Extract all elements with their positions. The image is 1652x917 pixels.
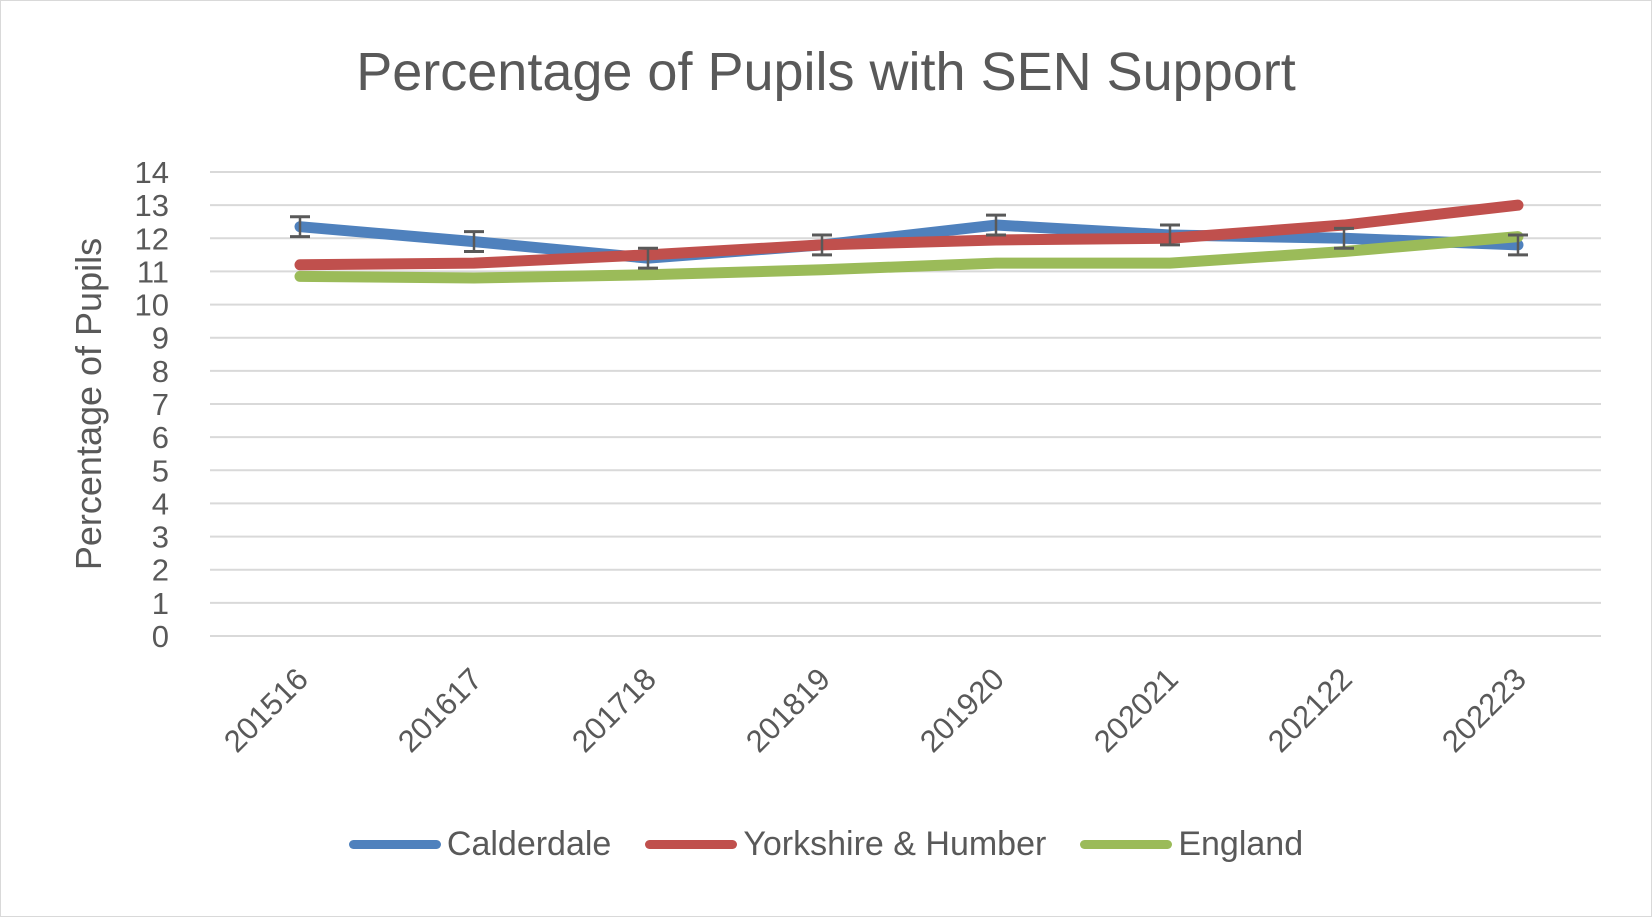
series-line-yorkshire-humber bbox=[294, 199, 1524, 271]
y-axis-label: Percentage of Pupils bbox=[68, 238, 109, 570]
x-tick-label: 202223 bbox=[1435, 661, 1533, 759]
y-tick-label: 4 bbox=[152, 486, 169, 521]
x-tick-label: 201617 bbox=[391, 661, 489, 759]
y-tick-label: 13 bbox=[135, 188, 169, 223]
y-tick-label: 7 bbox=[152, 387, 169, 422]
y-tick-label: 2 bbox=[152, 553, 169, 588]
legend-label: Calderdale bbox=[446, 825, 612, 863]
y-tick-label: 14 bbox=[135, 155, 169, 190]
x-tick-label: 202021 bbox=[1087, 661, 1185, 759]
y-tick-label: 1 bbox=[152, 586, 169, 621]
y-tick-label: 6 bbox=[152, 420, 169, 455]
legend-label: England bbox=[1178, 825, 1304, 863]
y-tick-label: 9 bbox=[152, 321, 169, 356]
legend-label: Yorkshire & Humber bbox=[743, 825, 1047, 863]
y-tick-label: 10 bbox=[135, 288, 169, 323]
legend-swatch bbox=[348, 840, 441, 849]
legend-item-yorkshire-humber[interactable]: Yorkshire & Humber bbox=[645, 825, 1046, 864]
x-tick-label: 201516 bbox=[217, 661, 315, 759]
y-tick-label: 5 bbox=[152, 453, 169, 488]
y-tick-label: 12 bbox=[135, 221, 169, 256]
chart-title: Percentage of Pupils with SEN Support bbox=[356, 42, 1296, 102]
y-tick-label: 11 bbox=[137, 254, 169, 289]
x-tick-label: 202122 bbox=[1261, 661, 1359, 759]
series-line-calderdale bbox=[294, 219, 1524, 264]
legend-item-england[interactable]: England bbox=[1080, 825, 1303, 864]
x-tick-label: 201819 bbox=[739, 661, 837, 759]
y-tick-label: 8 bbox=[152, 354, 169, 389]
legend-item-calderdale[interactable]: Calderdale bbox=[348, 825, 612, 864]
series-line-england bbox=[294, 231, 1524, 284]
x-tick-label: 201718 bbox=[565, 661, 663, 759]
legend-swatch bbox=[1080, 840, 1173, 849]
y-tick-label: 3 bbox=[152, 520, 169, 555]
x-tick-label: 201920 bbox=[913, 661, 1011, 759]
legend: Calderdale Yorkshire & Humber England bbox=[1, 825, 1651, 864]
legend-swatch bbox=[645, 840, 738, 849]
y-tick-label: 0 bbox=[152, 619, 169, 654]
